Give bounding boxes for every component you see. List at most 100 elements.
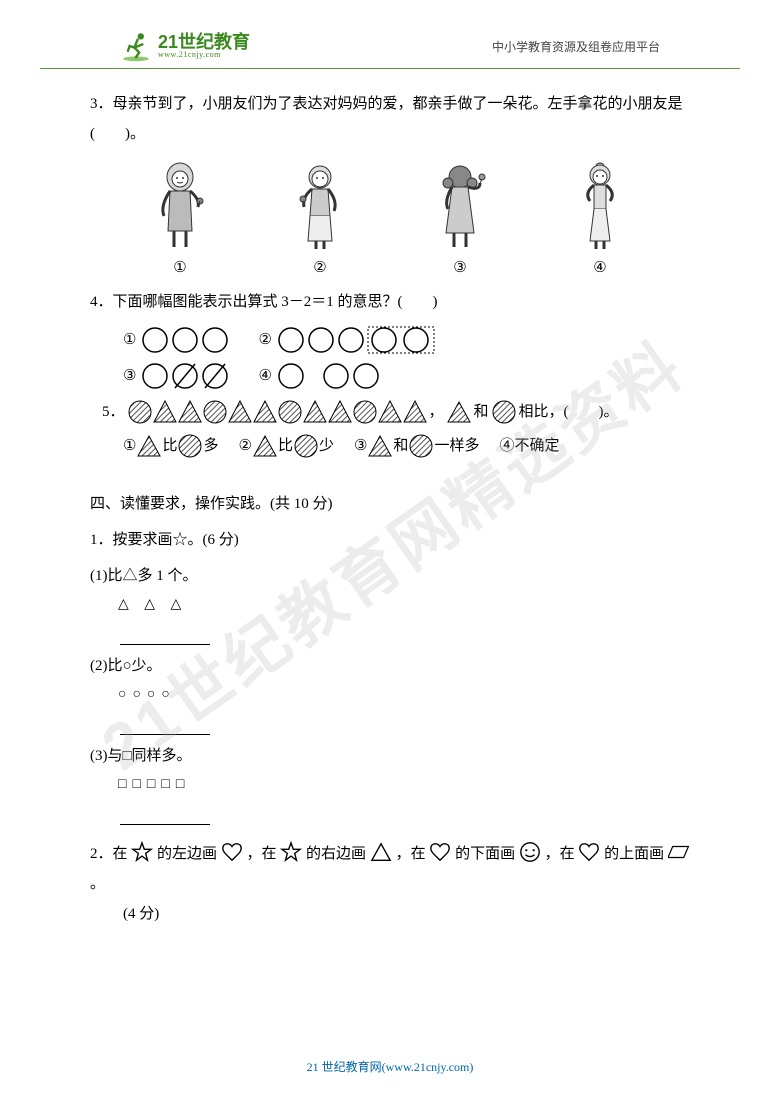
triangle-icon — [446, 399, 472, 425]
q2-points: (4 分) — [90, 899, 690, 929]
heart-icon — [221, 841, 243, 863]
q3-figures: ① ② — [90, 157, 690, 287]
q5-opt-3-end: 一样多 — [434, 431, 479, 461]
q3-child-3: ③ — [430, 161, 490, 283]
logo: 21世纪教育 www.21cnjy.com — [120, 30, 250, 62]
q2-c: 的右边画 — [306, 846, 366, 862]
q5-opt-2-end: 少 — [319, 431, 334, 461]
sec4-p2: (2)比○少。 — [90, 651, 690, 681]
sec4-p1-sample: △ △ △ — [90, 591, 690, 619]
q3-opt-2: ② — [313, 253, 326, 283]
q5-opt-1-end: 多 — [203, 431, 218, 461]
child-figure-2-icon — [290, 161, 350, 251]
sec4-q1: 1．按要求画☆。(6 分) — [90, 525, 690, 555]
q5-opt-4: ④不确定 — [499, 431, 559, 461]
q2-h: 。 — [90, 876, 105, 892]
logo-title: 21世纪教育 — [158, 33, 250, 51]
triangle-icon — [367, 433, 393, 459]
q2-b: ，在 — [247, 846, 277, 862]
q2-a: 的左边画 — [157, 846, 217, 862]
q5-opt-3: ③ 和 一样多 — [354, 431, 479, 461]
q5-opt-1-mid: 比 — [162, 431, 177, 461]
q4-fig-3-icon — [140, 361, 240, 391]
q4-opt-2-label: ② — [258, 325, 271, 355]
q5-tail3: 相比，( )。 — [519, 397, 619, 427]
question-3: 3．母亲节到了，小朋友们为了表达对妈妈的爱，都亲手做了一朵花。左手拿花的小朋友是… — [90, 89, 690, 149]
q4-text: 下面哪幅图能表示出算式 3－2＝1 的意思？( ) — [113, 294, 438, 310]
q3-child-4: ④ — [570, 161, 630, 283]
sec4-title: 四、读懂要求，操作实践。(共 10 分) — [90, 489, 690, 519]
q4-opt-4: ④ — [258, 361, 385, 391]
q5-opt-2-mid: 比 — [278, 431, 293, 461]
q3-number: 3． — [90, 96, 113, 112]
child-figure-3-icon — [430, 161, 490, 251]
q5-number: 5． — [102, 397, 125, 427]
question-5: 5． ， 和 相比，( )。 — [90, 397, 690, 427]
q5-tail1: ， — [429, 397, 444, 427]
q4-opt-1: ① — [123, 325, 240, 355]
q5-opt-4-text: ④不确定 — [499, 431, 559, 461]
q5-opt-1-num: ① — [123, 431, 136, 461]
q4-opt-2: ② — [258, 325, 445, 355]
page-content: 3．母亲节到了，小朋友们为了表达对妈妈的爱，都亲手做了一朵花。左手拿花的小朋友是… — [0, 69, 780, 929]
q2-e: 的下面画 — [455, 846, 515, 862]
sec4-p3-sample: □□□□□ — [90, 771, 690, 799]
child-figure-1-icon — [150, 161, 210, 251]
q5-opt-3-mid: 和 — [393, 431, 408, 461]
blank-line-1 — [120, 627, 210, 645]
q3-opt-4: ④ — [593, 253, 606, 283]
q3-text: 母亲节到了，小朋友们为了表达对妈妈的爱，都亲手做了一朵花。左手拿花的小朋友是( … — [90, 96, 683, 142]
child-figure-4-icon — [570, 161, 630, 251]
sec4-q2: 2．在 的左边画 ，在 的右边画 ，在 的下面画 ，在 的上面画 。 — [90, 839, 690, 899]
heart-icon — [578, 841, 600, 863]
q5-options: ① 比 多 ② 比 少 ③ 和 一样多 ④不确定 — [90, 431, 690, 461]
blank-line-3 — [120, 807, 210, 825]
q4-fig-1-icon — [140, 325, 240, 355]
q4-number: 4． — [90, 294, 113, 310]
section-4: 四、读懂要求，操作实践。(共 10 分) 1．按要求画☆。(6 分) (1)比△… — [90, 489, 690, 929]
q5-tail2: 和 — [474, 397, 489, 427]
q4-fig-2-icon — [276, 325, 446, 355]
circle-icon — [408, 433, 434, 459]
q4-fig-4-icon — [276, 361, 386, 391]
page-header: 21世纪教育 www.21cnjy.com 中小学教育资源及组卷应用平台 — [40, 0, 740, 69]
q5-opt-2: ② 比 少 — [238, 431, 333, 461]
logo-runner-icon — [120, 30, 152, 62]
q4-opt-4-label: ④ — [258, 361, 271, 391]
q3-child-2: ② — [290, 161, 350, 283]
star-icon — [280, 841, 302, 863]
star-icon — [131, 841, 153, 863]
q5-opt-1: ① 比 多 — [123, 431, 218, 461]
q3-child-1: ① — [150, 161, 210, 283]
q5-sequence-icon — [127, 398, 427, 426]
q4-opt-1-label: ① — [123, 325, 136, 355]
heart-icon — [429, 841, 451, 863]
q4-opt-3: ③ — [123, 361, 240, 391]
q2-prefix: 2．在 — [90, 846, 128, 862]
circle-icon — [177, 433, 203, 459]
sec4-p3: (3)与□同样多。 — [90, 741, 690, 771]
circle-icon — [293, 433, 319, 459]
blank-line-2 — [120, 717, 210, 735]
triangle-icon — [136, 433, 162, 459]
q4-opt-3-label: ③ — [123, 361, 136, 391]
header-subtitle: 中小学教育资源及组卷应用平台 — [492, 38, 660, 55]
question-4: 4．下面哪幅图能表示出算式 3－2＝1 的意思？( ) — [90, 287, 690, 317]
q3-opt-3: ③ — [453, 253, 466, 283]
circle-icon — [491, 399, 517, 425]
triangle-outline-icon — [370, 841, 392, 863]
page-footer: 21 世纪教育网(www.21cnjy.com) — [0, 1058, 780, 1075]
q2-d: ，在 — [396, 846, 426, 862]
sec4-p1: (1)比△多 1 个。 — [90, 561, 690, 591]
sec4-p2-sample: ○○○○ — [90, 681, 690, 709]
logo-url: www.21cnjy.com — [158, 51, 250, 59]
smiley-icon — [519, 841, 541, 863]
q2-f: ，在 — [545, 846, 575, 862]
q3-opt-1: ① — [173, 253, 186, 283]
q5-opt-3-num: ③ — [354, 431, 367, 461]
parallelogram-icon — [668, 841, 690, 863]
triangle-icon — [252, 433, 278, 459]
q5-opt-2-num: ② — [238, 431, 251, 461]
q4-options: ① ② ③ — [90, 325, 690, 391]
q2-g: 的上面画 — [604, 846, 664, 862]
